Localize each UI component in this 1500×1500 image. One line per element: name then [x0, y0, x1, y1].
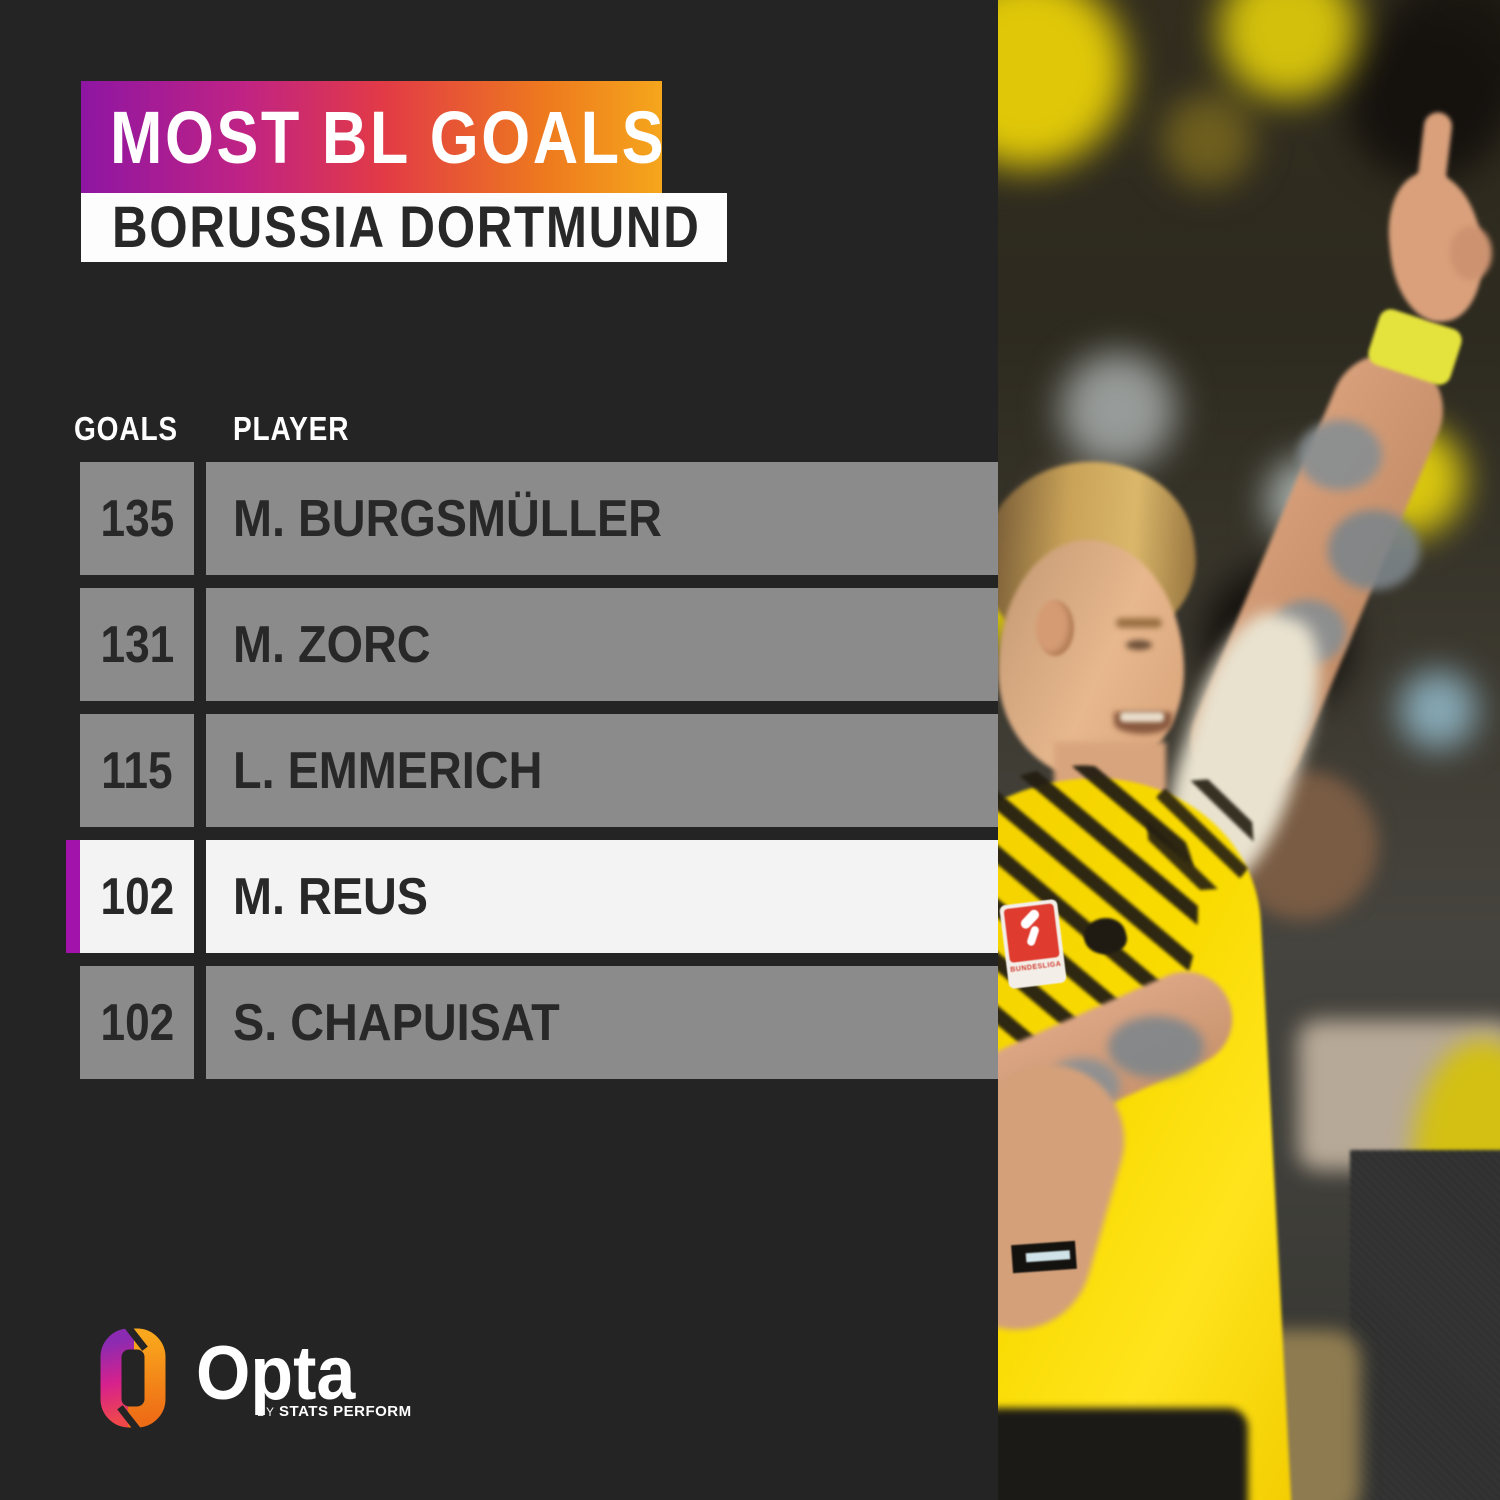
column-header-player: PLAYER — [233, 410, 350, 447]
table-row: 115 L. EMMERICH — [80, 714, 1000, 827]
hem-tag-stripe — [1025, 1250, 1071, 1263]
player-cell: M. BURGSMÜLLER — [233, 489, 662, 548]
player-eye — [1126, 640, 1152, 650]
hand-knuckle — [1450, 226, 1492, 280]
highlight-accent-strip — [66, 840, 80, 953]
table-row: 102 S. CHAPUISAT — [80, 966, 1000, 1079]
table-row: 135 M. BURGSMÜLLER — [80, 462, 1000, 575]
page-subtitle: BORUSSIA DORTMUND — [112, 195, 701, 260]
patch-label: BUNDESLIGA — [1009, 960, 1062, 974]
table-row: 102 M. REUS — [66, 840, 1000, 953]
player-cell: L. EMMERICH — [233, 741, 543, 800]
jersey-hem-tag — [1011, 1240, 1077, 1274]
forearm-tattoo — [1108, 1016, 1204, 1078]
background-speaker-box — [1350, 1150, 1500, 1500]
byline-prefix: BY — [257, 1405, 276, 1419]
goals-cell: 115 — [101, 741, 173, 800]
player-face — [998, 540, 1184, 778]
player-ear — [1036, 600, 1074, 656]
player-shorts — [998, 1408, 1248, 1500]
goals-cell: 102 — [100, 993, 174, 1052]
title-banner: MOST BL GOALS — [81, 81, 664, 193]
player-photo: BUNDESLIGA — [998, 0, 1500, 1500]
arm-tattoo — [1298, 420, 1382, 490]
jersey-collar-stripes — [1144, 776, 1257, 894]
arm-tattoo — [1328, 510, 1420, 590]
brand-name: Opta — [196, 1331, 356, 1416]
subtitle-banner: BORUSSIA DORTMUND — [81, 193, 727, 262]
table-row: 131 M. ZORC — [80, 588, 1000, 701]
player-cell: M. REUS — [233, 867, 429, 926]
goals-cell: 131 — [100, 615, 174, 674]
player-teeth — [1120, 712, 1164, 722]
player-eyebrow — [1116, 618, 1162, 628]
column-header-goals: GOALS — [74, 410, 178, 447]
bundesliga-patch: BUNDESLIGA — [999, 898, 1067, 990]
goals-cell: 135 — [100, 489, 174, 548]
byline-text: STATS PERFORM — [279, 1403, 412, 1420]
player-cell: S. CHAPUISAT — [233, 993, 560, 1052]
opta-logo-icon — [100, 1328, 166, 1428]
player-cell: M. ZORC — [233, 615, 431, 674]
goals-table-rows: 135 M. BURGSMÜLLER 131 M. ZORC 115 L. EM… — [66, 462, 1000, 1092]
brand-byline: BY STATS PERFORM — [257, 1403, 412, 1420]
goals-cell: 102 — [100, 867, 174, 926]
page-title: MOST BL GOALS — [110, 95, 667, 179]
